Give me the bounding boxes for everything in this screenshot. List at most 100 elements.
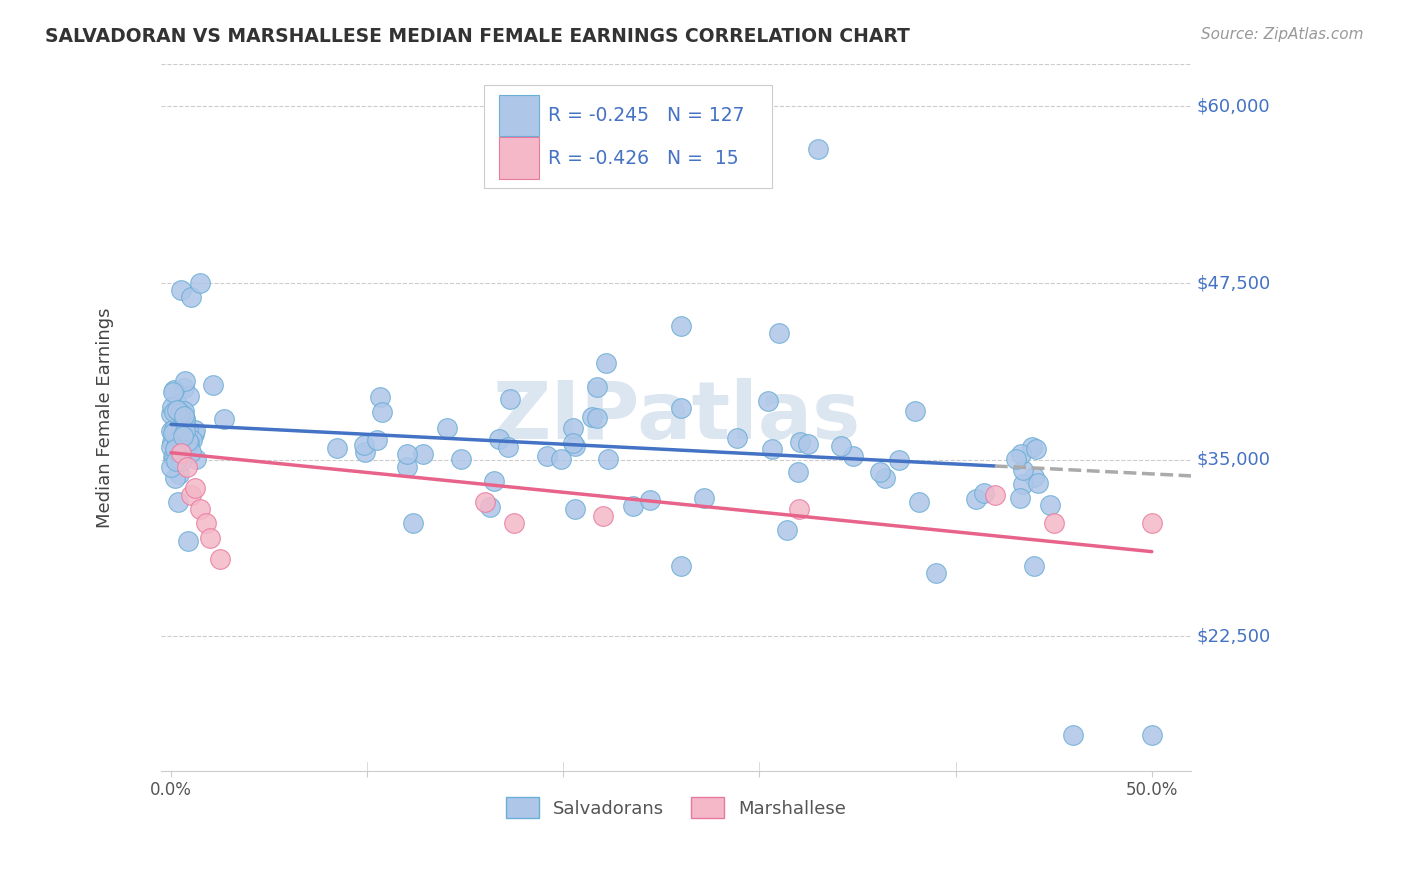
- Point: [787, 502, 810, 516]
- Point: [162, 450, 184, 464]
- Point: [789, 435, 811, 450]
- Point: [169, 431, 191, 445]
- Point: [326, 441, 349, 455]
- Point: [1012, 463, 1035, 477]
- Point: [756, 393, 779, 408]
- Point: [550, 451, 572, 466]
- Point: [177, 388, 200, 402]
- Point: [190, 502, 212, 516]
- Point: [725, 431, 748, 445]
- Point: [787, 466, 810, 480]
- Point: [581, 410, 603, 425]
- Point: [163, 383, 186, 397]
- Point: [177, 435, 200, 450]
- Point: [692, 491, 714, 505]
- Point: [173, 409, 195, 424]
- Point: [201, 378, 224, 392]
- Point: [200, 531, 222, 545]
- Point: [170, 283, 193, 297]
- Point: [160, 440, 183, 454]
- Point: [212, 412, 235, 426]
- Point: [395, 447, 418, 461]
- Point: [183, 481, 205, 495]
- Point: [176, 459, 198, 474]
- Point: [887, 453, 910, 467]
- Point: [869, 465, 891, 479]
- Point: [180, 445, 202, 459]
- Point: [166, 422, 188, 436]
- Point: [160, 424, 183, 438]
- Point: [1021, 440, 1043, 454]
- Point: [797, 437, 820, 451]
- Point: [396, 459, 419, 474]
- Point: [564, 502, 586, 516]
- Point: [177, 434, 200, 449]
- Point: [162, 385, 184, 400]
- Point: [167, 495, 190, 509]
- FancyBboxPatch shape: [484, 86, 772, 187]
- Point: [1025, 442, 1047, 457]
- Point: [165, 440, 187, 454]
- Point: [166, 434, 188, 449]
- Point: [170, 446, 193, 460]
- Point: [669, 401, 692, 415]
- Text: R = -0.426   N =  15: R = -0.426 N = 15: [548, 149, 740, 168]
- FancyBboxPatch shape: [499, 95, 538, 136]
- Point: [173, 381, 195, 395]
- Point: [596, 452, 619, 467]
- Point: [173, 404, 195, 418]
- Point: [172, 428, 194, 442]
- Point: [160, 459, 183, 474]
- Point: [353, 438, 375, 452]
- Point: [776, 523, 799, 537]
- Text: Median Female Earnings: Median Female Earnings: [96, 307, 114, 528]
- Point: [166, 449, 188, 463]
- Point: [353, 444, 375, 458]
- Point: [174, 424, 197, 438]
- Point: [163, 471, 186, 485]
- Text: $47,500: $47,500: [1197, 274, 1271, 292]
- Point: [174, 375, 197, 389]
- Point: [165, 425, 187, 439]
- Point: [190, 276, 212, 290]
- Text: $22,500: $22,500: [1197, 627, 1271, 646]
- Point: [169, 406, 191, 420]
- Point: [184, 423, 207, 437]
- Point: [450, 452, 472, 467]
- Point: [170, 454, 193, 468]
- Point: [177, 423, 200, 437]
- Point: [170, 442, 193, 457]
- Point: [1010, 491, 1032, 506]
- Point: [160, 434, 183, 449]
- Point: [370, 405, 392, 419]
- Point: [1022, 558, 1045, 573]
- Point: [170, 401, 193, 416]
- Point: [174, 439, 197, 453]
- Point: [973, 486, 995, 500]
- Point: [586, 379, 609, 393]
- Point: [925, 566, 948, 580]
- Point: [479, 500, 502, 515]
- Point: [209, 551, 232, 566]
- Point: [1140, 728, 1163, 742]
- Point: [180, 290, 202, 304]
- Point: [761, 442, 783, 457]
- Point: [474, 495, 496, 509]
- Point: [166, 403, 188, 417]
- Point: [564, 439, 586, 453]
- Point: [166, 397, 188, 411]
- Point: [180, 488, 202, 502]
- Point: [499, 392, 522, 406]
- Point: [160, 400, 183, 414]
- Point: [638, 493, 661, 508]
- Point: [181, 433, 204, 447]
- Point: [1039, 499, 1062, 513]
- Point: [173, 412, 195, 426]
- Point: [482, 475, 505, 489]
- Point: [402, 516, 425, 530]
- Point: [166, 434, 188, 448]
- Text: $60,000: $60,000: [1197, 97, 1271, 115]
- Point: [163, 422, 186, 436]
- Point: [184, 452, 207, 467]
- Point: [167, 467, 190, 482]
